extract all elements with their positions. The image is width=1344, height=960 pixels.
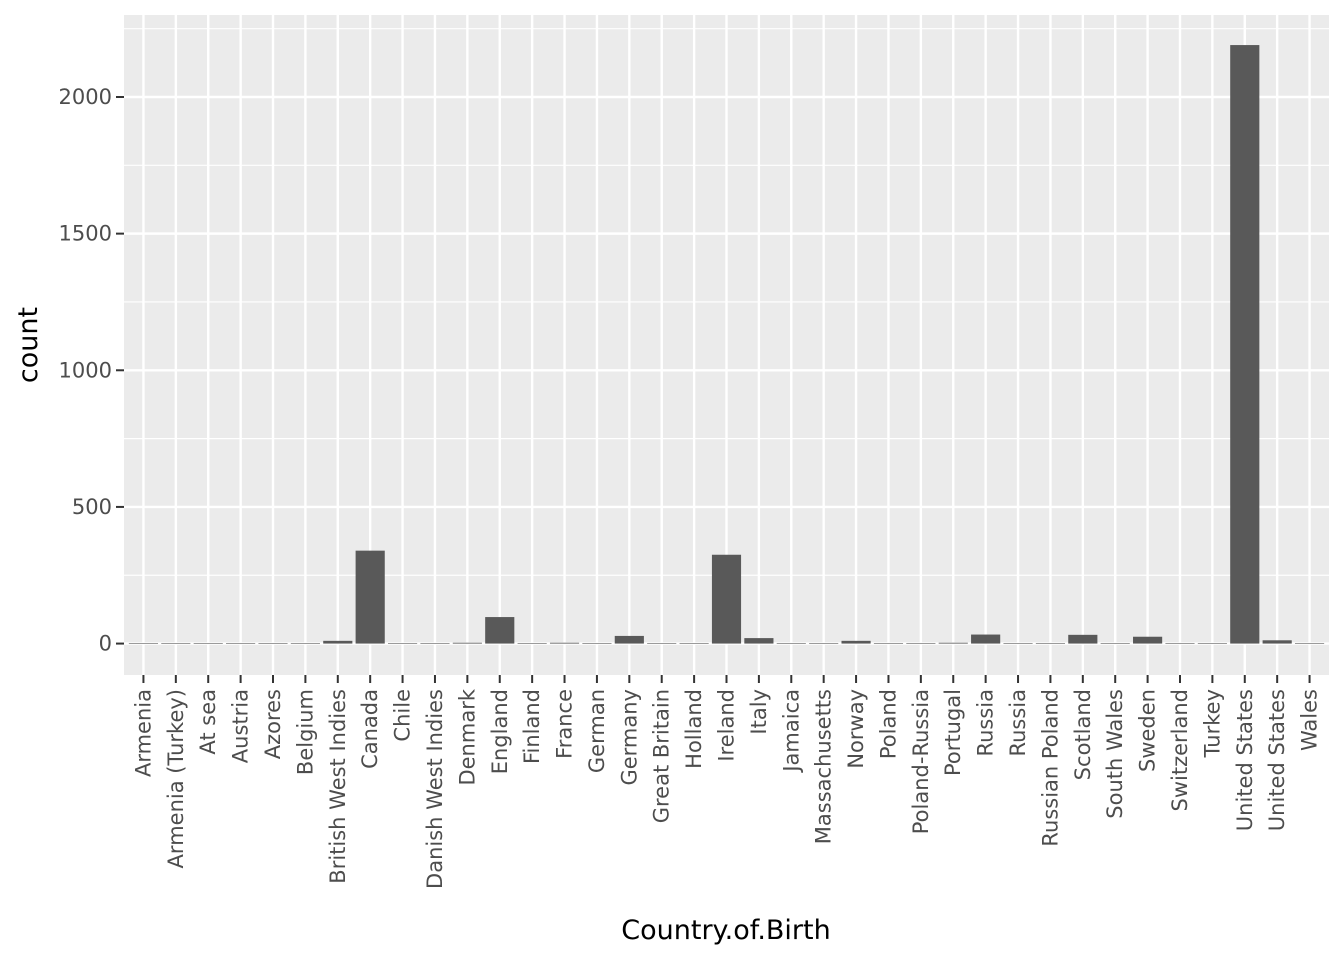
x-tick-label: Russia: [1006, 689, 1030, 757]
bar: [290, 643, 320, 644]
x-tick-label: France: [553, 689, 577, 759]
bar: [647, 643, 677, 644]
x-axis: Armenia Armenia (Turkey) At sea Austria Azor…: [131, 675, 1322, 889]
bar: [517, 643, 547, 644]
x-tick-label: Sweden: [1136, 689, 1160, 772]
bar: [1294, 643, 1325, 644]
x-tick-label: United States: [1233, 689, 1257, 831]
bar: [420, 643, 450, 644]
bar: [1100, 643, 1130, 644]
x-tick-label: Turkey: [1200, 689, 1224, 758]
y-axis-title: count: [13, 307, 44, 383]
bar: [161, 643, 191, 644]
y-tick-label: 0: [99, 632, 112, 656]
bar: [1003, 643, 1033, 644]
bar: [711, 554, 742, 644]
x-tick-label: Wales: [1298, 689, 1322, 751]
major-gridlines: [124, 15, 1329, 675]
x-tick-label: British West Indies: [326, 689, 350, 884]
bar: [873, 643, 904, 644]
x-tick-label: Azores: [261, 689, 285, 759]
x-tick-label: German: [585, 689, 609, 773]
x-axis-title: Country.of.Birth: [621, 915, 830, 946]
x-tick-label: Belgium: [293, 689, 317, 775]
x-tick-label: Russian Poland: [1038, 689, 1062, 847]
bar: [582, 643, 612, 644]
y-tick-label: 500: [72, 495, 112, 519]
x-tick-label: Scotland: [1071, 689, 1095, 780]
bar: [258, 643, 288, 644]
bar: [193, 643, 223, 644]
x-tick-label: Germany: [617, 689, 641, 786]
bar: [355, 550, 385, 644]
x-tick-label: Danish West Indies: [423, 689, 447, 889]
x-tick-label: At sea: [196, 689, 220, 755]
bar: [776, 643, 806, 644]
bar: [323, 640, 353, 644]
bar: [971, 634, 1001, 644]
bar: [387, 643, 418, 644]
x-tick-label: Poland: [876, 689, 900, 759]
bar: [1197, 643, 1227, 644]
x-tick-label: United States: [1265, 689, 1289, 831]
x-tick-label: England: [488, 689, 512, 774]
bar: [1262, 640, 1292, 644]
bars: [128, 45, 1325, 644]
bar: [744, 638, 774, 644]
x-tick-label: Italy: [747, 689, 771, 735]
x-tick-label: Massachusetts: [812, 689, 836, 844]
bar: [485, 617, 515, 644]
x-tick-label: Norway: [844, 689, 868, 769]
bar: [809, 643, 839, 644]
bar: [938, 642, 968, 644]
bar: [452, 642, 482, 644]
x-tick-label: Poland-Russia: [909, 689, 933, 834]
x-tick-label: Finland: [520, 689, 544, 764]
x-tick-label: Austria: [229, 689, 253, 763]
x-tick-label: Armenia: [131, 689, 155, 777]
x-tick-label: South Wales: [1103, 689, 1127, 819]
x-tick-label: Armenia (Turkey): [164, 689, 188, 868]
x-tick-label: Denmark: [455, 688, 479, 785]
bar: [841, 640, 871, 644]
bar: [128, 643, 159, 644]
y-tick-label: 1000: [59, 358, 112, 382]
y-tick-label: 1500: [59, 222, 112, 246]
y-axis: 0 500 1000 1500 2000: [59, 85, 124, 656]
x-tick-label: Canada: [358, 689, 382, 769]
x-tick-label: Jamaica: [779, 689, 803, 774]
bar: [614, 635, 644, 644]
x-tick-label: Ireland: [715, 689, 739, 762]
x-tick-label: Holland: [682, 689, 706, 769]
x-tick-label: Great Britain: [650, 689, 674, 823]
bar: [1133, 636, 1163, 644]
bar: [1035, 643, 1066, 644]
bar: [549, 642, 580, 644]
x-tick-label: Switzerland: [1168, 689, 1192, 812]
bar: [1068, 634, 1098, 644]
x-tick-label: Russia: [974, 689, 998, 757]
bar: [1165, 643, 1195, 644]
bar: [226, 643, 256, 644]
y-tick-label: 2000: [59, 85, 112, 109]
x-tick-label: Portugal: [941, 689, 965, 776]
bar: [906, 643, 936, 644]
bar: [1230, 45, 1260, 644]
bar: [679, 643, 709, 644]
x-tick-label: Chile: [391, 689, 415, 742]
